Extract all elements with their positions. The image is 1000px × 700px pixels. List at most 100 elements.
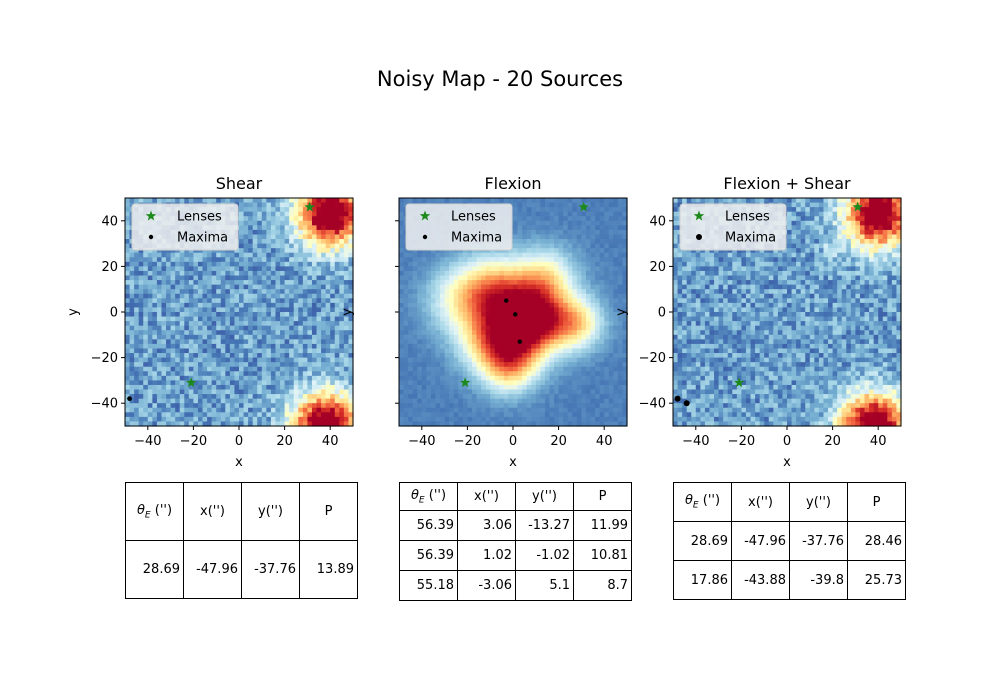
heatmap-cell — [125, 307, 131, 313]
heatmap-cell — [225, 403, 231, 409]
heatmap-cell — [275, 198, 281, 204]
heatmap-cell — [617, 302, 624, 309]
heatmap-cell — [540, 325, 546, 331]
heatmap-cell — [622, 270, 628, 277]
heatmap-cell — [270, 280, 277, 286]
heatmap-cell — [513, 198, 519, 204]
heatmap-cell — [175, 389, 181, 395]
heatmap-cell — [298, 216, 304, 222]
heatmap-cell — [321, 321, 327, 327]
heatmap-cell — [147, 316, 153, 322]
heatmap-cell — [581, 321, 587, 327]
heatmap-cell — [197, 330, 204, 336]
heatmap-cell — [467, 353, 473, 359]
heatmap-cell — [408, 343, 414, 350]
heatmap-cell — [622, 366, 628, 372]
heatmap-cell — [270, 321, 277, 327]
heatmap-cell — [513, 207, 519, 213]
heatmap-cell — [334, 366, 340, 372]
heatmap-cell — [563, 389, 569, 395]
heatmap-cell — [211, 289, 217, 295]
heatmap-cell — [426, 302, 432, 309]
heatmap-cell — [467, 293, 473, 299]
heatmap-cell — [239, 261, 245, 267]
heatmap-cell — [343, 412, 350, 418]
heatmap-cell — [421, 280, 427, 286]
heatmap-cell — [188, 384, 194, 391]
heatmap-cell — [408, 407, 414, 413]
heatmap-cell — [435, 270, 441, 277]
heatmap-cell — [535, 357, 541, 363]
heatmap-cell — [293, 307, 299, 313]
heatmap-cell — [412, 252, 418, 258]
heatmap-cell — [453, 257, 459, 263]
heatmap-cell — [508, 284, 514, 290]
heatmap-cell — [453, 334, 459, 340]
heatmap-cell — [202, 380, 208, 386]
heatmap-cell — [476, 198, 482, 204]
heatmap-cell — [229, 298, 236, 304]
heatmap-cell — [211, 198, 217, 204]
heatmap-cell — [526, 384, 532, 391]
heatmap-cell — [152, 362, 158, 368]
heatmap-cell — [339, 234, 345, 240]
heatmap-cell — [339, 289, 345, 295]
heatmap-cell — [467, 316, 473, 322]
heatmap-cell — [499, 252, 505, 258]
heatmap-cell — [156, 416, 163, 423]
heatmap-cell — [426, 371, 432, 377]
heatmap-cell — [567, 225, 573, 231]
heatmap-cell — [590, 229, 596, 236]
heatmap-cell — [184, 198, 190, 204]
heatmap-cell — [526, 375, 532, 381]
heatmap-cell — [225, 298, 231, 304]
heatmap-cell — [526, 380, 532, 386]
heatmap-cell — [343, 225, 350, 231]
heatmap-cell — [216, 339, 222, 345]
heatmap-cell — [138, 334, 144, 340]
heatmap-cell — [585, 225, 592, 231]
heatmap-cell — [257, 280, 263, 286]
heatmap-cell — [143, 257, 149, 263]
heatmap-cell — [321, 270, 327, 277]
heatmap-cell — [275, 257, 281, 263]
heatmap-cell — [485, 321, 491, 327]
heatmap-cell — [595, 293, 601, 299]
heatmap-cell — [134, 302, 140, 309]
heatmap-cell — [156, 371, 163, 377]
heatmap-cell — [462, 252, 468, 258]
heatmap-cell — [325, 348, 331, 354]
heatmap-cell — [270, 362, 277, 368]
heatmap-cell — [449, 371, 455, 377]
heatmap-cell — [494, 275, 500, 281]
heatmap-cell — [257, 339, 263, 345]
heatmap-cell — [307, 339, 313, 345]
heatmap-cell — [581, 216, 587, 222]
heatmap-cell — [156, 362, 163, 368]
heatmap-cell — [540, 371, 546, 377]
heatmap-cell — [617, 198, 624, 204]
heatmap-cell — [522, 234, 528, 240]
heatmap-cell — [399, 261, 405, 267]
heatmap-cell — [444, 307, 450, 313]
heatmap-cell — [321, 211, 327, 217]
heatmap-cell — [307, 257, 313, 263]
heatmap-cell — [197, 353, 204, 359]
heatmap-cell — [558, 216, 564, 222]
heatmap-cell — [302, 330, 308, 336]
heatmap-cell — [581, 348, 587, 354]
heatmap-cell — [261, 353, 267, 359]
heatmap-cell — [581, 302, 587, 309]
heatmap-cell — [535, 366, 541, 372]
heatmap-cell — [440, 394, 446, 400]
heatmap-cell — [134, 407, 140, 413]
heatmap-cell — [257, 220, 263, 226]
heatmap-cell — [239, 234, 245, 240]
lens-marker — [304, 201, 315, 212]
heatmap-cell — [179, 403, 185, 409]
heatmap-cell — [567, 375, 573, 381]
heatmap-cell — [339, 261, 345, 267]
heatmap-cell — [316, 266, 322, 272]
heatmap-cell — [531, 375, 537, 381]
heatmap-cell — [435, 261, 441, 267]
